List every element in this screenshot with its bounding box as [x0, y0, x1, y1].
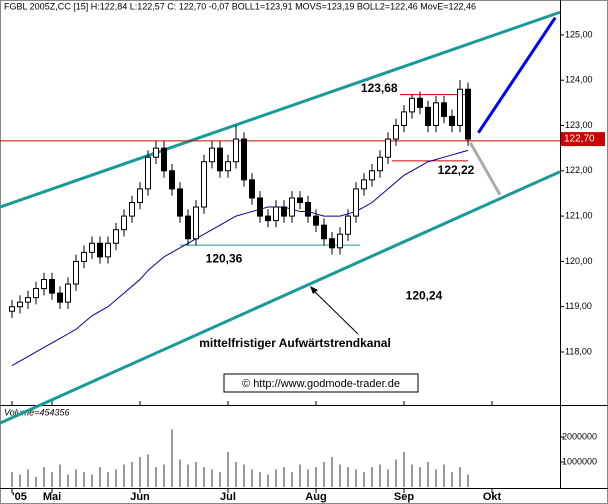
candle-body: [449, 115, 455, 126]
candle-body: [233, 138, 239, 163]
candle-body: [17, 301, 23, 308]
candle-body: [193, 206, 199, 240]
candle-body: [321, 224, 327, 240]
price-annotation: 123,68: [361, 81, 398, 95]
candle-body: [121, 215, 127, 231]
candle-body: [441, 102, 447, 117]
price-annotation: 122,22: [438, 163, 475, 177]
candle-body: [153, 147, 159, 158]
candle-body: [417, 97, 423, 108]
candle-body: [401, 111, 407, 126]
y-tick-label: 121,00: [565, 210, 593, 220]
last-price-label: 122,70: [564, 134, 595, 145]
y-tick-label: 123,00: [565, 120, 593, 130]
candle-body: [177, 188, 183, 217]
candle-body: [289, 197, 295, 217]
candle-body: [249, 179, 255, 199]
moving-average: [11, 149, 469, 367]
arrow-head: [310, 286, 318, 294]
candle-body: [361, 179, 367, 190]
x-tick-label: Sep: [394, 491, 414, 503]
candle-body: [9, 306, 15, 312]
candle-body: [185, 215, 191, 240]
y-tick-label: 120,00: [565, 256, 593, 266]
candle-body: [297, 197, 303, 204]
candle-body: [105, 242, 111, 258]
candle-body: [425, 106, 431, 126]
y-tick-label: 118,00: [565, 346, 592, 356]
price-annotation: 120,36: [206, 251, 243, 265]
volume-label: Volume=454356: [4, 407, 69, 417]
candle-body: [329, 238, 335, 249]
candle-body: [209, 147, 215, 163]
trend-line: [477, 16, 557, 134]
header: FGBL 2005Z,CC [15] H:122,84 L:122,57 C: …: [4, 1, 476, 11]
trend-line: [0, 170, 561, 425]
candle-body: [73, 260, 79, 285]
last-price-box: [561, 132, 605, 147]
x-tick-label: Jul: [220, 491, 236, 503]
price-annotation: 120,24: [406, 289, 443, 303]
candle-body: [129, 202, 135, 217]
y-tick-label: 125,00: [565, 29, 593, 39]
candle-body: [385, 138, 391, 158]
candle-body: [457, 88, 463, 126]
volume-tick-label: 1000000: [562, 456, 597, 466]
candle-body: [393, 124, 399, 140]
candle-body: [313, 215, 319, 226]
candle-body: [281, 206, 287, 217]
candle-body: [273, 206, 279, 222]
y-tick-label: 122,00: [565, 165, 593, 175]
candle-body: [57, 292, 63, 303]
candle-body: [49, 279, 55, 294]
x-tick-label: Aug: [305, 491, 326, 503]
candle-body: [241, 138, 247, 181]
candle-body: [225, 161, 231, 172]
candle-body: [377, 156, 383, 172]
candle-body: [33, 288, 39, 299]
x-tick-label: Okt: [483, 491, 502, 503]
candle-body: [353, 188, 359, 217]
candle-body: [65, 283, 71, 303]
candle-body: [433, 102, 439, 126]
candle-body: [345, 215, 351, 235]
y-tick-label: 124,00: [565, 75, 593, 85]
candle-body: [137, 188, 143, 203]
trend-line: [469, 141, 502, 196]
candle-body: [41, 279, 47, 290]
arrow: [311, 288, 359, 335]
x-tick-label: Mai: [43, 491, 61, 503]
candle-body: [409, 97, 415, 113]
candle-body: [201, 161, 207, 208]
candle-body: [145, 156, 151, 190]
candle-body: [369, 170, 375, 181]
source: © http://www.godmode-trader.de: [242, 378, 400, 390]
candle-body: [161, 147, 167, 172]
candle-body: [113, 229, 119, 244]
volume-tick-label: 2000000: [562, 431, 597, 441]
x-tick-label: '05: [12, 491, 27, 503]
candle-body: [97, 242, 103, 258]
candle-body: [89, 242, 95, 253]
candle-body: [257, 197, 263, 217]
trend-line: [0, 10, 561, 209]
candle-body: [25, 297, 31, 303]
candle-body: [265, 215, 271, 222]
candle-body: [217, 147, 223, 172]
candle-body: [337, 233, 343, 249]
channel-label: mittelfristiger Aufwärtstrendkanal: [199, 336, 391, 350]
candle-body: [465, 88, 471, 140]
x-tick-label: Jun: [130, 491, 150, 503]
source-box: [223, 373, 419, 393]
candle-body: [169, 170, 175, 190]
candle-body: [305, 202, 311, 217]
candle-body: [81, 251, 87, 262]
y-tick-label: 119,00: [565, 301, 592, 311]
